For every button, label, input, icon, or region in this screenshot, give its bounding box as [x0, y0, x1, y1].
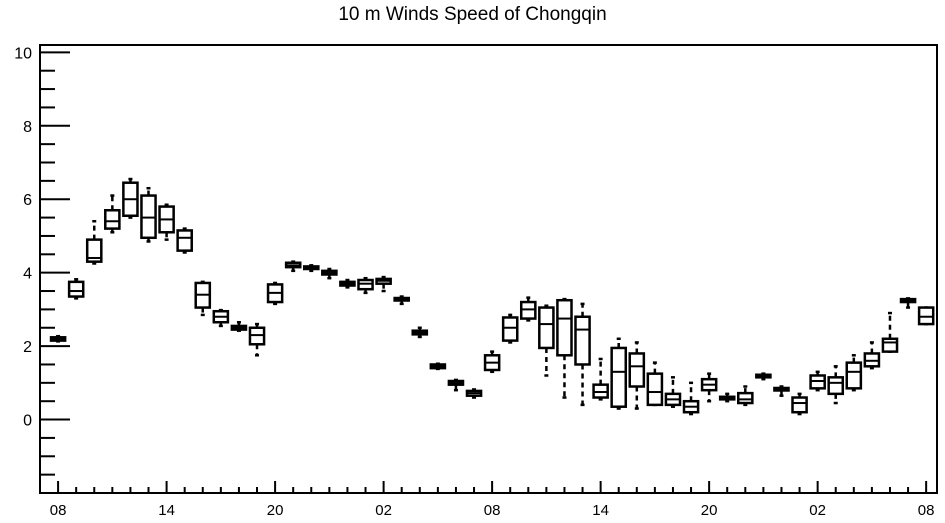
box-27 — [538, 304, 555, 377]
box-34 — [664, 376, 682, 408]
box-39 — [755, 372, 772, 381]
x-axis: 08 14 20 02 08 14 20 02 08 — [50, 481, 935, 519]
box-20 — [411, 326, 429, 339]
box-32 — [628, 341, 646, 410]
box-19 — [393, 295, 410, 306]
box-body — [176, 229, 193, 252]
box-series — [49, 177, 935, 416]
box-2 — [85, 220, 103, 265]
box-body — [791, 396, 808, 414]
box-25 — [501, 313, 519, 344]
box-5 — [140, 186, 157, 243]
y-axis: 0 2 4 6 8 10 — [14, 45, 70, 494]
box-body — [736, 391, 754, 405]
box-44 — [845, 354, 863, 392]
box-6 — [158, 203, 175, 241]
box-21 — [429, 362, 447, 371]
box-30 — [592, 357, 609, 401]
y-tick-label: 6 — [23, 192, 32, 209]
box-33 — [646, 361, 664, 407]
box-body — [574, 315, 591, 366]
box-0 — [49, 334, 67, 343]
box-26 — [519, 296, 537, 322]
box-35 — [682, 381, 700, 416]
box-28 — [556, 297, 573, 399]
x-tick-label: 02 — [809, 502, 826, 519]
box-15 — [321, 267, 338, 280]
y-tick-label: 10 — [14, 45, 32, 62]
box-13 — [284, 260, 302, 273]
box-12 — [266, 281, 284, 306]
x-tick-label: 08 — [918, 502, 935, 519]
box-48 — [917, 306, 935, 326]
box-46 — [881, 311, 899, 353]
x-tick-label: 14 — [158, 502, 175, 519]
plot-frame — [39, 44, 938, 494]
box-body — [646, 372, 664, 407]
y-tick-label: 2 — [23, 339, 32, 356]
box-body — [67, 280, 85, 298]
x-tick-label: 08 — [50, 502, 67, 519]
x-tick-label: 14 — [592, 502, 609, 519]
box-body — [501, 316, 519, 342]
box-36 — [700, 372, 718, 403]
box-24 — [483, 350, 501, 374]
box-14 — [302, 264, 320, 273]
box-4 — [122, 177, 139, 219]
box-body — [104, 208, 121, 230]
box-body — [610, 346, 628, 408]
box-7 — [176, 227, 193, 254]
box-11 — [248, 322, 266, 357]
y-tick-label: 4 — [23, 266, 32, 283]
box-23 — [465, 388, 483, 399]
box-42 — [809, 370, 826, 392]
box-31 — [610, 337, 628, 410]
box-43 — [827, 365, 845, 405]
box-18 — [375, 275, 392, 293]
box-body — [556, 298, 573, 357]
box-17 — [357, 276, 374, 295]
box-1 — [67, 278, 85, 300]
box-3 — [104, 194, 121, 234]
x-tick-label: 02 — [375, 502, 392, 519]
box-body — [628, 352, 646, 388]
box-body — [538, 306, 555, 350]
box-10 — [230, 320, 248, 332]
box-body — [85, 238, 103, 263]
box-45 — [863, 341, 881, 370]
box-9 — [212, 308, 230, 328]
y-tick-label: 8 — [23, 119, 32, 136]
box-41 — [791, 392, 808, 416]
y-tick-label: 0 — [23, 413, 32, 430]
box-37 — [718, 392, 736, 403]
x-tick-label: 08 — [484, 502, 501, 519]
box-47 — [899, 297, 917, 309]
box-22 — [447, 378, 465, 392]
box-40 — [773, 385, 790, 397]
box-body — [845, 361, 863, 390]
box-16 — [339, 278, 356, 289]
x-tick-label: 20 — [267, 502, 284, 519]
box-body — [881, 337, 899, 353]
box-38 — [736, 385, 754, 407]
box-29 — [574, 302, 591, 407]
chart-title: 10 m Winds Speed of Chongqin — [338, 4, 607, 25]
box-8 — [194, 280, 212, 317]
x-tick-label: 20 — [701, 502, 718, 519]
box-body — [827, 376, 845, 396]
